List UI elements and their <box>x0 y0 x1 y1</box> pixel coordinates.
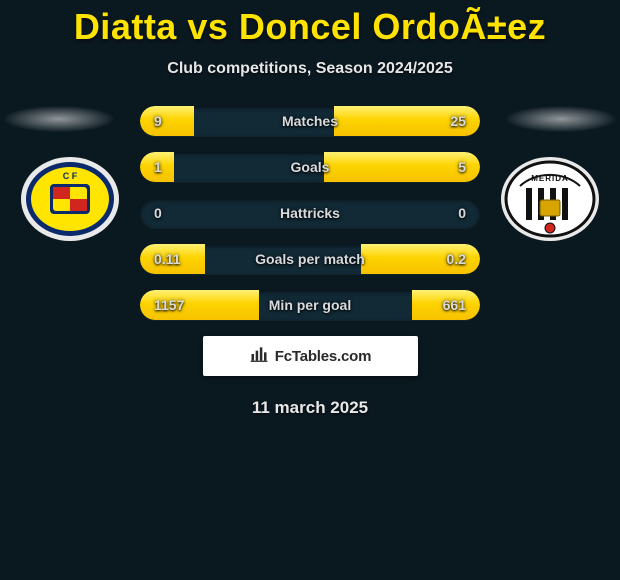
player-avatar-left <box>4 106 114 132</box>
bar-chart-icon <box>249 344 269 369</box>
stat-row: 00Hattricks <box>140 198 480 228</box>
svg-text:MERIDA: MERIDA <box>531 174 569 183</box>
stat-row: 0.110.2Goals per match <box>140 244 480 274</box>
stat-label: Goals <box>140 152 480 182</box>
stats-bars: 925Matches 15Goals 00Hattricks 0.110.2Goals… <box>140 106 480 320</box>
stat-row: 925Matches <box>140 106 480 136</box>
page-title: Diatta vs Doncel OrdoÃ±ez <box>0 0 620 48</box>
stat-label: Matches <box>140 106 480 136</box>
stat-label: Goals per match <box>140 244 480 274</box>
subtitle: Club competitions, Season 2024/2025 <box>0 60 620 78</box>
club-badge-right: MERIDA <box>500 156 600 242</box>
player-avatar-right <box>506 106 616 132</box>
stat-row: 15Goals <box>140 152 480 182</box>
date-label: 11 march 2025 <box>0 398 620 418</box>
stat-label: Min per goal <box>140 290 480 320</box>
comparison-arena: C F MERIDA 925Matches 15Goals 00Hattricks 0… <box>0 106 620 320</box>
svg-text:C F: C F <box>63 171 78 181</box>
brand-text: FcTables.com <box>275 348 372 365</box>
brand-badge: FcTables.com <box>203 336 418 376</box>
stat-label: Hattricks <box>140 198 480 228</box>
club-badge-left: C F <box>20 156 120 242</box>
stat-row: 1157661Min per goal <box>140 290 480 320</box>
